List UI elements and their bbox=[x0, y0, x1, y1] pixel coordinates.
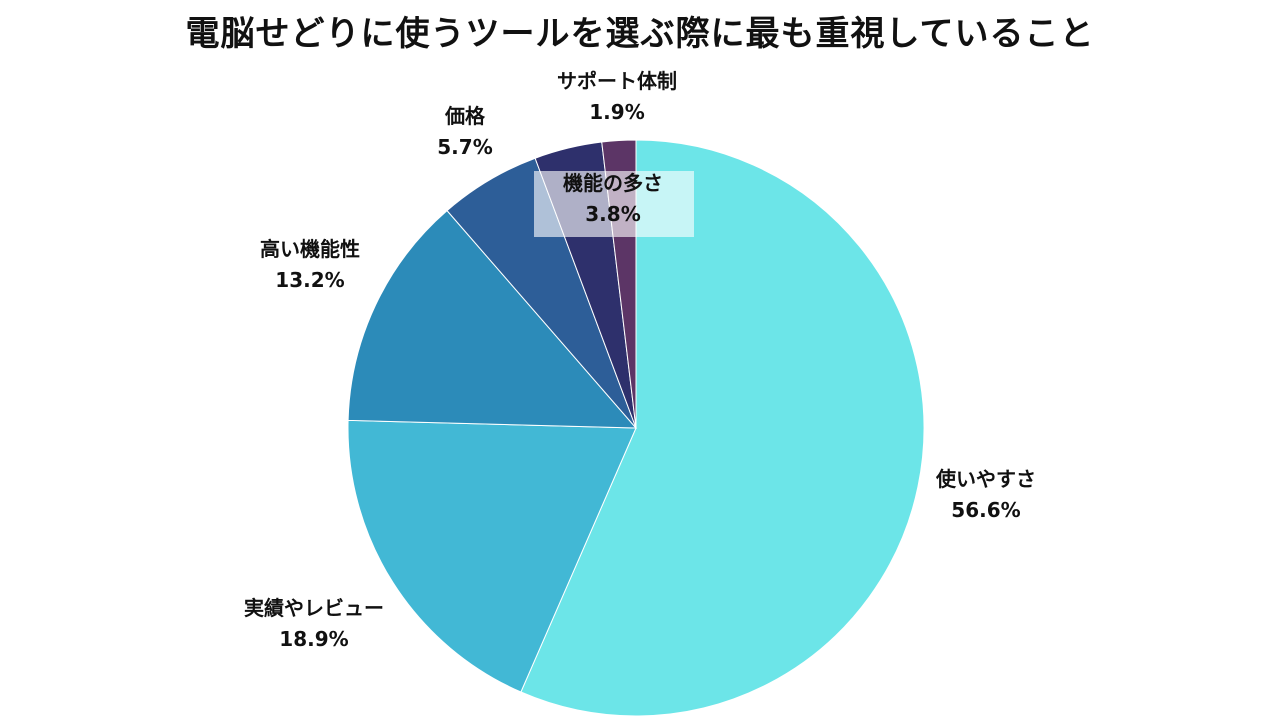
slice-value-5: 3.8% bbox=[585, 202, 640, 226]
slice-label-3: 高い機能性 bbox=[260, 237, 360, 261]
slice-value-4: 5.7% bbox=[437, 135, 492, 159]
slice-value-3: 13.2% bbox=[275, 268, 344, 292]
slice-label-4: 価格 bbox=[444, 104, 486, 128]
slice-value-6: 1.9% bbox=[589, 100, 644, 124]
label-background bbox=[534, 171, 694, 237]
pie-slice-1 bbox=[520, 139, 925, 717]
slice-label-1: 使いやすさ bbox=[935, 467, 1036, 491]
pie-labels: 使いやすさ 56.6% 実績やレビュー 18.9% 高い機能性 13.2% 価格 5.7% 機能… bbox=[244, 69, 1036, 651]
slice-value-1: 56.6% bbox=[951, 498, 1020, 522]
slice-value-2: 18.9% bbox=[279, 627, 348, 651]
pie-slices bbox=[347, 139, 925, 717]
slice-label-5: 機能の多さ bbox=[563, 171, 663, 195]
pie-slice-2 bbox=[347, 419, 637, 693]
pie-slice-3 bbox=[347, 209, 638, 429]
chart-title: 電脳せどりに使うツールを選ぶ際に最も重視していること bbox=[185, 14, 1095, 54]
slice-label-2: 実績やレビュー bbox=[244, 596, 384, 620]
slice-label-6: サポート体制 bbox=[557, 69, 677, 93]
